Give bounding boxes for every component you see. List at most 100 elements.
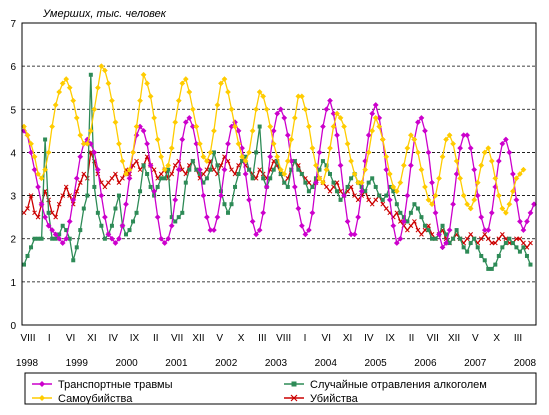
data-point — [422, 223, 427, 228]
data-point — [362, 166, 369, 173]
data-point — [464, 201, 471, 208]
data-point — [91, 106, 98, 113]
data-point — [263, 183, 270, 190]
data-point — [352, 193, 357, 198]
data-point — [106, 180, 111, 185]
data-point — [323, 106, 330, 113]
data-point — [446, 227, 453, 234]
data-point — [335, 189, 340, 194]
data-point — [88, 72, 93, 77]
data-point — [439, 244, 446, 251]
y-tick-label: 0 — [10, 321, 16, 332]
data-point — [144, 80, 151, 87]
data-point — [400, 218, 407, 225]
data-point — [101, 67, 108, 74]
data-point — [414, 119, 421, 126]
legend-label: Убийства — [310, 393, 359, 405]
data-point — [31, 166, 38, 173]
legend-item-alcohol: Случайные отравления алкоголем — [284, 379, 487, 391]
data-point — [77, 132, 84, 139]
data-point — [415, 227, 421, 233]
data-point — [105, 231, 112, 238]
data-point — [98, 63, 105, 70]
data-point — [513, 175, 520, 182]
data-point — [63, 184, 69, 190]
data-point — [379, 136, 386, 143]
data-point — [151, 188, 158, 195]
data-point — [225, 140, 231, 147]
data-point — [123, 171, 129, 177]
data-point — [457, 145, 464, 152]
data-point — [373, 184, 378, 189]
data-point — [405, 227, 410, 233]
data-point — [203, 214, 210, 221]
data-point — [49, 123, 56, 130]
data-point — [35, 214, 41, 220]
data-point — [506, 149, 513, 156]
data-point — [147, 162, 154, 169]
year-label: 2008 — [514, 358, 537, 369]
data-point — [194, 167, 199, 172]
data-point — [137, 97, 144, 104]
data-point — [407, 162, 414, 169]
year-label: 1998 — [16, 358, 39, 369]
y-tick-label: 1 — [10, 278, 16, 289]
data-point — [249, 218, 256, 225]
data-point — [250, 176, 255, 181]
data-point — [59, 80, 66, 87]
data-point — [292, 159, 297, 164]
data-point — [281, 114, 288, 121]
data-point — [32, 210, 37, 216]
x-tick-label: IV — [364, 333, 374, 344]
data-point — [211, 167, 217, 173]
data-point — [168, 222, 175, 229]
data-point — [422, 183, 428, 190]
data-point — [42, 214, 49, 221]
data-point — [299, 172, 304, 176]
data-point — [225, 89, 231, 95]
data-point — [499, 140, 506, 147]
data-point — [242, 171, 249, 177]
data-point — [270, 127, 277, 134]
data-point — [310, 184, 315, 189]
data-point — [260, 209, 267, 216]
series-layer — [21, 63, 537, 271]
data-point — [426, 228, 431, 233]
data-point — [145, 172, 150, 176]
data-point — [317, 167, 322, 172]
data-point — [147, 93, 154, 100]
data-point — [63, 76, 70, 83]
data-point — [91, 149, 98, 156]
data-point — [172, 119, 179, 126]
data-point — [236, 172, 241, 176]
data-point — [173, 219, 178, 224]
data-point — [169, 215, 174, 220]
x-tick-label: VI — [322, 333, 331, 344]
data-point — [49, 210, 55, 216]
data-point — [337, 114, 344, 121]
data-point — [175, 166, 182, 173]
data-point — [502, 209, 509, 216]
data-point — [53, 236, 58, 241]
data-point — [74, 245, 79, 250]
data-point — [384, 193, 389, 198]
data-point — [42, 166, 49, 173]
x-tick-label: VII — [427, 333, 439, 344]
data-point — [271, 167, 276, 172]
data-point — [226, 210, 230, 215]
data-point — [316, 149, 323, 156]
x-tick-label: IX — [130, 333, 140, 344]
data-point — [214, 214, 221, 221]
data-point — [341, 123, 348, 130]
data-point — [457, 175, 464, 182]
data-point — [50, 236, 55, 241]
data-point — [270, 140, 277, 147]
year-label: 2003 — [265, 358, 288, 369]
data-point — [320, 179, 326, 186]
data-point — [334, 180, 340, 185]
data-point — [256, 227, 263, 234]
data-point — [443, 136, 450, 143]
data-point — [380, 197, 385, 202]
